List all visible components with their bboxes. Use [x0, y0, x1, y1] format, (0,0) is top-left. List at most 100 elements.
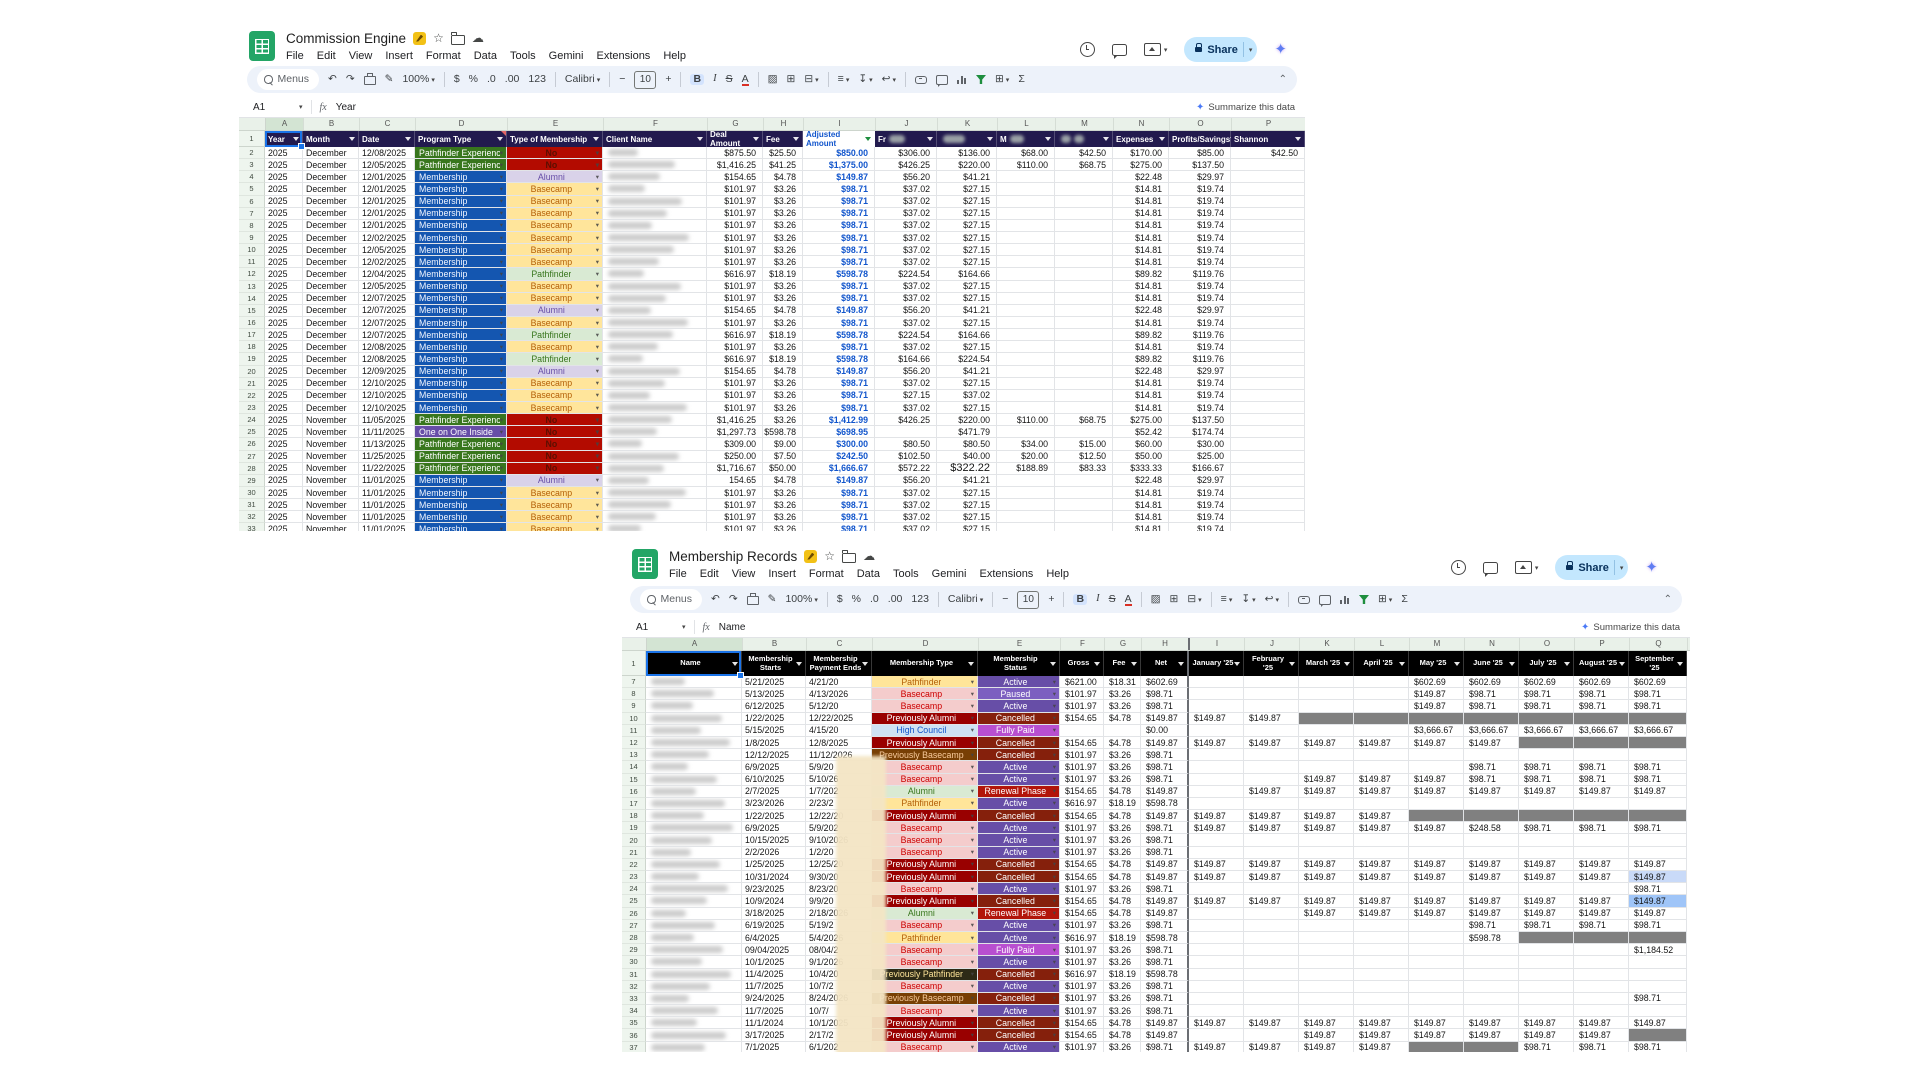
redacted-name-cell[interactable] — [646, 871, 742, 884]
chevron-down-icon[interactable]: ▾ — [595, 331, 599, 339]
dropdown-chip-program-type[interactable]: Membership ▾ — [415, 280, 507, 293]
font-size-increase-icon[interactable]: + — [1048, 594, 1054, 605]
chevron-down-icon[interactable]: ▾ — [1052, 1007, 1056, 1015]
grid-cell[interactable]: $220.00 — [937, 414, 997, 427]
insert-chart-icon[interactable] — [956, 75, 967, 84]
redacted-name-cell[interactable] — [646, 785, 742, 798]
grid-cell[interactable] — [1464, 1005, 1519, 1018]
present-icon[interactable]: ▾ — [1143, 43, 1167, 56]
grid-cell[interactable]: $19.74 — [1169, 292, 1231, 305]
dropdown-chip-membership-status[interactable]: Fully Paid ▾ — [978, 944, 1060, 957]
dropdown-chip-membership-type[interactable]: Previously Alumni ▾ — [872, 871, 978, 884]
grid-cell[interactable]: $98.71 — [1141, 834, 1189, 847]
row-number[interactable]: 18 — [622, 810, 646, 823]
dropdown-chip-membership-status[interactable]: Cancelled ▾ — [978, 871, 1060, 884]
grid-cell[interactable]: $98.71 — [1519, 761, 1574, 774]
grid-cell[interactable]: $18.19 — [763, 268, 803, 281]
chevron-down-icon[interactable]: ▾ — [595, 368, 599, 376]
redacted-name-cell[interactable] — [603, 316, 707, 330]
redacted-name-cell[interactable] — [646, 712, 742, 725]
redacted-name-cell[interactable] — [603, 365, 707, 378]
grid-cell[interactable]: $149.87 — [1189, 712, 1244, 725]
filter-funnel-icon[interactable] — [1509, 661, 1515, 666]
column-letter-G[interactable]: G — [708, 118, 764, 130]
grid-cell[interactable]: $101.97 — [1060, 883, 1104, 896]
redacted-name-cell[interactable] — [646, 895, 742, 908]
grid-cell[interactable]: $60.00 — [1113, 438, 1169, 451]
filter-icon[interactable] — [1358, 595, 1369, 604]
grid-cell[interactable]: $154.65 — [1060, 858, 1104, 871]
grid-cell[interactable] — [1464, 956, 1519, 969]
grid-cell[interactable]: $149.87 — [1409, 871, 1464, 884]
grid-cell[interactable]: $27.15 — [937, 401, 997, 415]
grid-cell[interactable]: 11/4/2025 — [742, 968, 806, 981]
grid-cell[interactable]: December — [303, 389, 359, 402]
dropdown-chip-membership-type[interactable]: Basecamp ▾ — [872, 822, 978, 835]
share-button[interactable]: Share ▾ — [1555, 555, 1629, 580]
grid-cell[interactable] — [1354, 919, 1409, 932]
grid-cell[interactable] — [997, 183, 1055, 196]
grid-cell[interactable]: $98.71 — [1141, 883, 1189, 896]
grid-cell[interactable] — [1299, 797, 1354, 811]
grid-cell[interactable]: $149.87 — [1354, 1017, 1409, 1030]
column-letter-J[interactable]: J — [876, 118, 938, 130]
chevron-down-icon[interactable]: ▾ — [595, 295, 599, 303]
grid-cell[interactable]: $98.71 — [803, 341, 875, 354]
grid-cell[interactable]: $98.71 — [1629, 992, 1687, 1006]
grid-cell[interactable] — [1189, 761, 1244, 774]
menu-item-tools[interactable]: Tools — [509, 50, 536, 62]
dropdown-chip-membership-type[interactable]: Basecamp ▾ — [507, 486, 603, 500]
grid-cell[interactable]: $110.00 — [997, 414, 1055, 427]
grid-cell[interactable]: 1/22/2025 — [742, 712, 806, 725]
grid-cell[interactable]: $4.78 — [763, 171, 803, 184]
grid-cell[interactable] — [1354, 1005, 1409, 1018]
dropdown-chip-membership-type[interactable]: Basecamp ▾ — [872, 1005, 978, 1018]
grid-cell[interactable]: 11/1/2024 — [742, 1017, 806, 1030]
chevron-down-icon[interactable]: ▾ — [595, 501, 599, 509]
grid-cell[interactable] — [1519, 834, 1574, 847]
grid-cell[interactable]: $1,416.25 — [707, 414, 763, 427]
grid-cell[interactable]: $3.26 — [1104, 822, 1141, 835]
grid-cell[interactable]: $19.74 — [1169, 499, 1231, 512]
grid-cell[interactable]: 12/08/2025 — [359, 341, 415, 354]
grid-cell[interactable] — [997, 511, 1055, 524]
grid-cell[interactable]: $149.87 — [1574, 871, 1629, 884]
row-number[interactable]: 16 — [622, 785, 646, 798]
grid-cell[interactable]: $149.87 — [1629, 785, 1687, 798]
grid-cell[interactable]: 11/01/2025 — [359, 474, 415, 487]
dropdown-chip-program-type[interactable]: Membership ▾ — [415, 219, 507, 232]
grid-cell[interactable] — [1409, 919, 1464, 932]
row-number[interactable]: 13 — [239, 280, 265, 293]
grid-cell[interactable]: $4.78 — [1104, 785, 1141, 798]
redacted-name-cell[interactable] — [646, 773, 742, 786]
chevron-down-icon[interactable]: ▾ — [1052, 824, 1056, 832]
column-header[interactable] — [937, 131, 997, 147]
grid-cell[interactable] — [1354, 944, 1409, 957]
grid-cell[interactable]: 1/25/2025 — [742, 858, 806, 871]
grid-cell[interactable]: 6/9/2025 — [742, 761, 806, 774]
grid-cell[interactable] — [1189, 724, 1244, 737]
grid-cell[interactable]: $3.26 — [763, 523, 803, 531]
redo-icon[interactable]: ↷ — [346, 74, 355, 85]
grid-cell[interactable] — [1231, 523, 1305, 531]
column-header[interactable]: Membership Status — [978, 651, 1060, 676]
grid-cell[interactable]: $149.87 — [1141, 871, 1189, 884]
grid-cell[interactable]: $98.71 — [1519, 688, 1574, 701]
grid-cell[interactable] — [997, 401, 1055, 415]
grid-cell[interactable]: $7.50 — [763, 450, 803, 463]
grid-cell[interactable] — [1231, 377, 1305, 390]
chevron-down-icon[interactable]: ▾ — [1052, 715, 1056, 723]
grid-cell[interactable]: $52.42 — [1113, 426, 1169, 439]
row-number[interactable]: 20 — [239, 365, 265, 378]
grid-cell[interactable]: $27.15 — [937, 316, 997, 330]
grid-cell[interactable]: 9/24/2025 — [742, 992, 806, 1006]
menu-item-help[interactable]: Help — [663, 50, 686, 62]
grid-cell[interactable]: $12.50 — [1055, 450, 1113, 463]
menu-item-file[interactable]: File — [669, 568, 687, 580]
grid-cell[interactable]: 11/01/2025 — [359, 523, 415, 531]
grid-cell[interactable]: $101.97 — [1060, 688, 1104, 701]
dropdown-chip-program-type[interactable]: Pathfinder Experience ▾ — [415, 159, 507, 172]
grid-cell[interactable]: $149.87 — [1409, 688, 1464, 701]
chevron-down-icon[interactable]: ▾ — [499, 295, 503, 303]
redacted-name-cell[interactable] — [603, 401, 707, 415]
